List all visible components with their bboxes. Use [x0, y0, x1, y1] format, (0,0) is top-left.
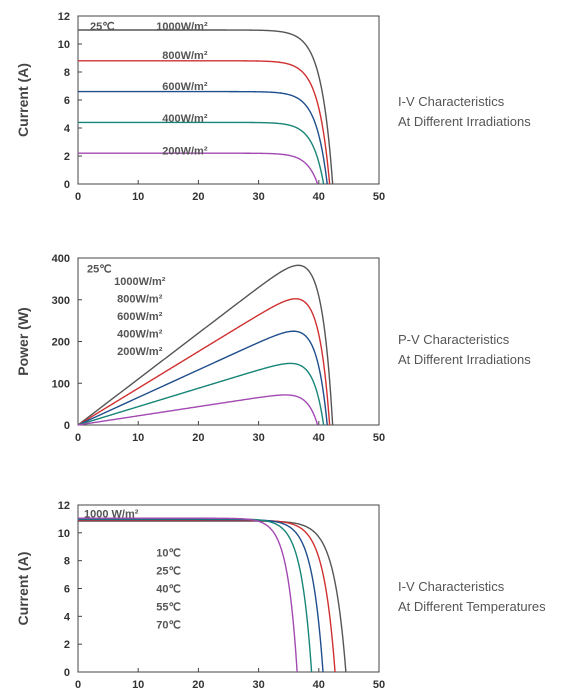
caption-chart-1: I-V Characteristics At Different Irradia…: [398, 92, 531, 132]
annotation-label: 25℃: [87, 263, 112, 275]
series-line-5: [77, 394, 319, 426]
annotation-label: 40℃: [156, 584, 181, 596]
series-line-4: [77, 362, 325, 426]
x-tick-label: 40: [313, 432, 325, 444]
series-line-1: [78, 29, 334, 185]
x-tick-label: 30: [252, 679, 264, 691]
x-tick-label: 10: [132, 679, 144, 691]
y-tick-label: 4: [64, 611, 71, 623]
x-tick-label: 30: [252, 432, 264, 444]
x-tick-label: 30: [252, 191, 264, 203]
annotation-label: 55℃: [156, 602, 181, 614]
caption-line-1: I-V Characteristics: [398, 94, 505, 109]
y-tick-label: 300: [52, 295, 70, 307]
series-line-4: [78, 518, 313, 673]
annotation-label: 200W/m²: [117, 346, 163, 358]
y-axis-label: Current (A): [15, 552, 31, 626]
annotation-label: 800W/m²: [117, 293, 163, 305]
x-tick-label: 40: [313, 191, 325, 203]
y-tick-label: 10: [58, 39, 70, 51]
y-tick-label: 12: [58, 11, 70, 23]
y-tick-label: 0: [64, 667, 70, 679]
y-tick-label: 8: [64, 556, 70, 568]
annotation-label: 25℃: [90, 21, 115, 33]
x-tick-label: 50: [373, 679, 385, 691]
annotation-label: 600W/m²: [117, 311, 163, 323]
y-tick-label: 2: [64, 639, 70, 651]
caption-line-2: At Different Temperatures: [398, 599, 546, 614]
series-line-3: [78, 518, 324, 673]
y-tick-label: 0: [64, 179, 70, 191]
series-line-4: [78, 121, 325, 185]
caption-chart-2: P-V Characteristics At Different Irradia…: [398, 330, 531, 370]
y-tick-label: 8: [64, 67, 70, 79]
plot-frame: [77, 504, 380, 673]
y-axis-label: Power (W): [15, 307, 31, 375]
y-tick-label: 400: [52, 253, 70, 265]
caption-line-2: At Different Irradiations: [398, 114, 531, 129]
annotation-label: 400W/m²: [162, 113, 208, 125]
series-line-1: [77, 264, 334, 426]
annotation-label: 70℃: [156, 620, 181, 632]
y-tick-label: 6: [64, 584, 70, 596]
x-tick-label: 40: [313, 679, 325, 691]
series-line-2: [78, 60, 331, 185]
y-axis-label: Current (A): [15, 63, 31, 137]
series-line-5: [78, 152, 319, 185]
annotation-label: 400W/m²: [117, 329, 163, 341]
x-tick-label: 10: [132, 191, 144, 203]
y-tick-label: 200: [52, 337, 70, 349]
y-tick-label: 4: [64, 123, 71, 135]
annotation-label: 1000W/m²: [114, 276, 166, 288]
x-tick-label: 10: [132, 432, 144, 444]
y-tick-label: 10: [58, 528, 70, 540]
chart-1: 0 10 20 30 40 50 0 2 4 6 8 10 12 Current (A) 25℃ 1000W/…: [15, 11, 385, 203]
chart-2: 0 10 20 30 40 50 0 100 200 300 400 Power (W) 25℃1000…: [15, 253, 385, 444]
y-tick-label: 0: [64, 420, 70, 432]
annotation-label: 600W/m²: [162, 81, 208, 93]
x-tick-label: 50: [373, 432, 385, 444]
chart-3: 0 10 20 30 40 50 0 2 4 6 8 10 12 Current (A) 1000 W/m²…: [15, 500, 385, 691]
series-line-5: [78, 517, 298, 673]
caption-line-1: P-V Characteristics: [398, 332, 510, 347]
x-tick-label: 20: [192, 191, 204, 203]
x-tick-label: 0: [75, 432, 81, 444]
annotation-label: 25℃: [156, 565, 181, 577]
y-tick-label: 6: [64, 95, 70, 107]
annotation-label: 10℃: [156, 547, 181, 559]
plot-frame: [77, 15, 380, 185]
series-line-3: [77, 330, 328, 426]
annotation-label: 1000W/m²: [156, 21, 208, 33]
annotation-label: 1000 W/m²: [84, 508, 139, 520]
caption-chart-3: I-V Characteristics At Different Tempera…: [398, 577, 546, 617]
annotation-label: 200W/m²: [162, 145, 208, 157]
y-tick-label: 12: [58, 500, 70, 512]
y-tick-label: 2: [64, 151, 70, 163]
series-line-2: [78, 519, 336, 673]
series-line-3: [78, 90, 328, 185]
x-tick-label: 50: [373, 191, 385, 203]
series-line-2: [77, 298, 331, 426]
x-tick-label: 0: [75, 191, 81, 203]
caption-line-1: I-V Characteristics: [398, 579, 505, 594]
annotation-label: 800W/m²: [162, 50, 208, 62]
y-tick-label: 100: [52, 378, 70, 390]
series-line-1: [78, 520, 347, 673]
caption-line-2: At Different Irradiations: [398, 352, 531, 367]
x-tick-label: 20: [192, 432, 204, 444]
x-tick-label: 20: [192, 679, 204, 691]
x-tick-label: 0: [75, 679, 81, 691]
